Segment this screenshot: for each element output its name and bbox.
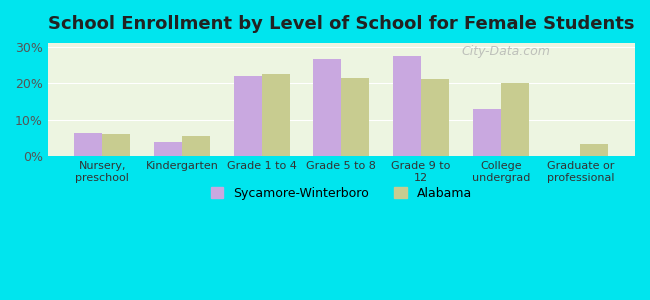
Bar	[154, 142, 182, 156]
Title: School Enrollment by Level of School for Female Students: School Enrollment by Level of School for…	[48, 15, 634, 33]
Bar	[182, 136, 210, 156]
Text: City-Data.com: City-Data.com	[462, 46, 551, 59]
Legend: Sycamore-Winterboro, Alabama: Sycamore-Winterboro, Alabama	[206, 182, 477, 205]
Bar	[393, 56, 421, 156]
Bar	[234, 76, 262, 156]
Bar	[500, 83, 528, 156]
Bar	[421, 80, 449, 156]
Bar	[313, 59, 341, 156]
Bar	[580, 144, 608, 156]
Bar	[102, 134, 130, 156]
Bar	[262, 74, 289, 156]
Bar	[341, 78, 369, 156]
Bar	[75, 133, 102, 156]
Bar	[473, 109, 501, 156]
